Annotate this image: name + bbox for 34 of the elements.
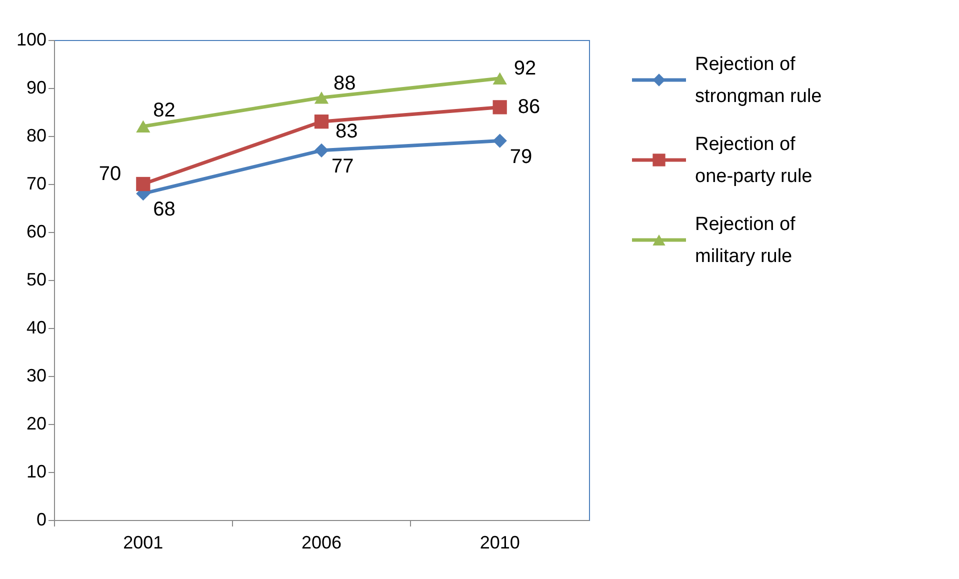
point bbox=[314, 114, 329, 129]
y-tick-label: 70 bbox=[26, 174, 46, 194]
point bbox=[314, 143, 329, 158]
data-label: 86 bbox=[518, 96, 540, 118]
data-label: 79 bbox=[510, 146, 532, 168]
data-label: 82 bbox=[153, 99, 176, 122]
x-tick-label: 2006 bbox=[301, 532, 342, 552]
y-tick-label: 90 bbox=[26, 78, 46, 98]
y-tick-label: 100 bbox=[16, 30, 46, 50]
y-tick-label: 10 bbox=[26, 462, 46, 482]
x-tick-label: 2010 bbox=[480, 532, 520, 552]
point bbox=[136, 120, 150, 133]
y-tick-label: 0 bbox=[36, 510, 46, 530]
point bbox=[314, 91, 329, 104]
data-label: 68 bbox=[153, 198, 176, 221]
data-label: 83 bbox=[336, 120, 358, 143]
data-label: 92 bbox=[514, 57, 536, 80]
data-label: 88 bbox=[334, 72, 356, 95]
point bbox=[492, 134, 507, 148]
legend-label: Rejection of strongman rule bbox=[695, 54, 822, 107]
point bbox=[136, 176, 150, 192]
y-tick-label: 60 bbox=[26, 222, 46, 242]
y-tick-label: 80 bbox=[26, 126, 46, 146]
data-label: 77 bbox=[332, 155, 354, 178]
y-tick-label: 30 bbox=[26, 366, 46, 386]
y-tick-label: 40 bbox=[26, 318, 46, 338]
legend-label: Rejection of military rule bbox=[695, 214, 796, 267]
point bbox=[492, 100, 507, 114]
data-label: 70 bbox=[98, 163, 122, 185]
point bbox=[492, 72, 507, 85]
y-tick-label: 50 bbox=[26, 270, 46, 290]
x-tick-label: 2001 bbox=[123, 532, 164, 552]
y-tick-label: 20 bbox=[26, 414, 46, 434]
legend-label: Rejection of one-party rule bbox=[695, 134, 812, 187]
